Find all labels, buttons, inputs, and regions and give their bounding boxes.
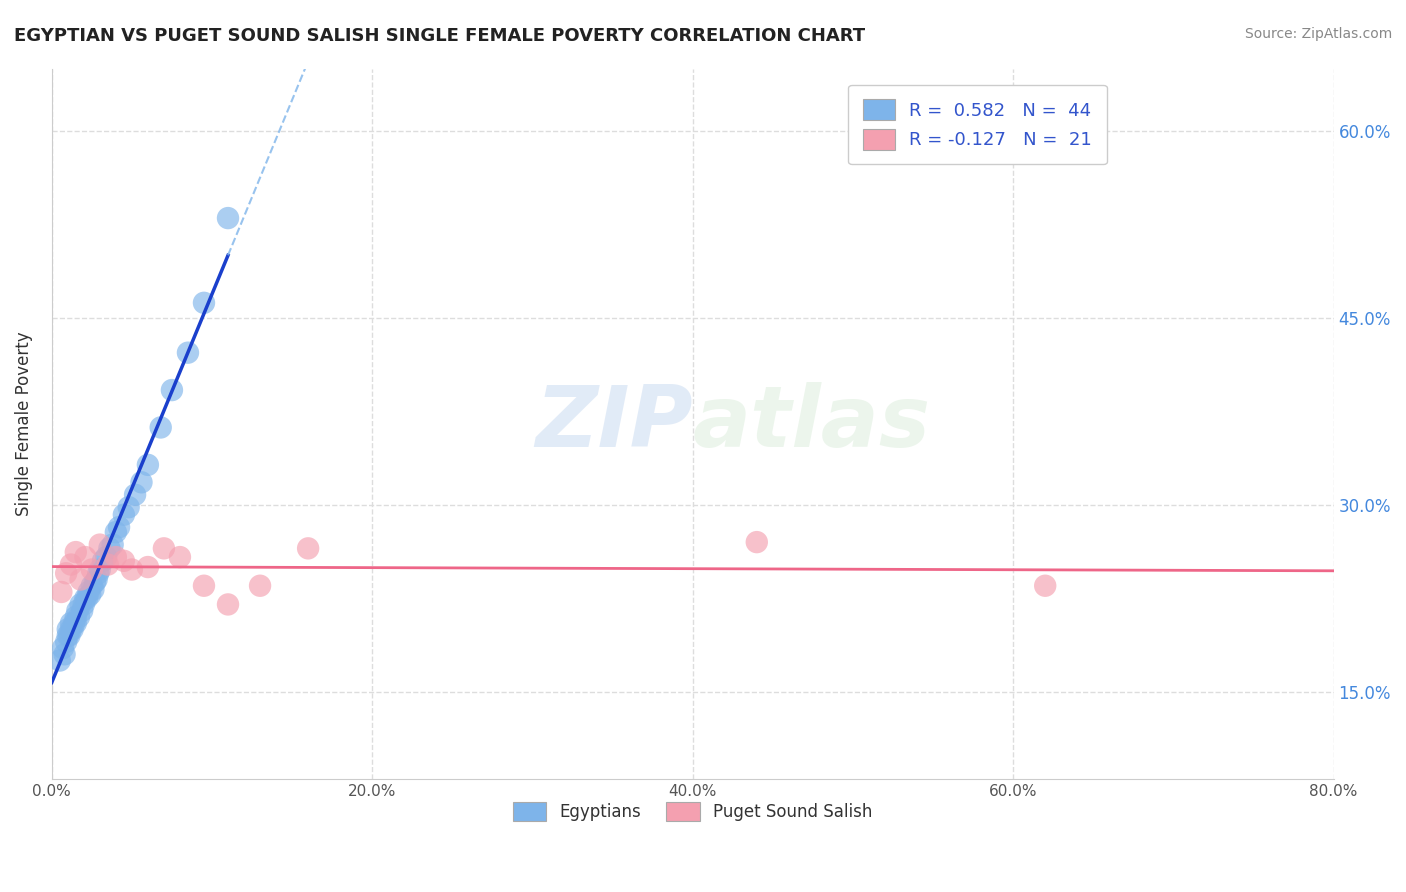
Point [52,641,75,656]
Y-axis label: Single Female Poverty: Single Female Poverty [15,332,32,516]
Point [65,610,87,624]
Point [63,616,86,631]
Point [124,488,146,502]
Point [65,545,87,559]
Text: atlas: atlas [693,382,931,466]
Point [249,579,271,593]
Point [160,383,183,397]
Point [69,573,91,587]
Point [80,562,103,576]
Point [69,598,91,612]
Point [70,604,93,618]
Point [217,598,239,612]
Point [87,566,110,581]
Point [98,541,121,556]
Point [89,562,111,576]
Point [149,420,172,434]
Point [75,550,97,565]
Point [136,560,159,574]
Point [86,573,108,587]
Point [297,541,319,556]
Point [59,558,82,572]
Point [80,579,103,593]
Point [84,574,107,589]
Point [76,591,98,606]
Point [97,558,120,572]
Point [193,295,215,310]
Point [51,585,73,599]
Point [65,616,87,631]
Point [112,508,135,522]
Point [58,629,80,643]
Point [55,566,77,581]
Point [91,554,114,568]
Point [121,562,143,576]
Point [118,500,141,515]
Point [101,538,124,552]
Point [56,623,79,637]
Point [131,475,153,490]
Point [104,550,127,565]
Point [49,653,72,667]
Point [745,535,768,549]
Point [169,550,191,565]
Point [62,623,84,637]
Point [153,541,176,556]
Point [67,610,90,624]
Point [136,458,159,472]
Point [217,211,239,225]
Point [59,623,82,637]
Point [77,585,100,599]
Point [73,598,96,612]
Point [75,591,97,606]
Text: EGYPTIAN VS PUGET SOUND SALISH SINGLE FEMALE POVERTY CORRELATION CHART: EGYPTIAN VS PUGET SOUND SALISH SINGLE FE… [14,27,865,45]
Point [112,554,135,568]
Point [66,604,89,618]
Point [177,345,200,359]
Point [79,587,101,601]
Point [96,550,118,565]
Text: Source: ZipAtlas.com: Source: ZipAtlas.com [1244,27,1392,41]
Legend: Egyptians, Puget Sound Salish: Egyptians, Puget Sound Salish [499,789,886,835]
Point [193,579,215,593]
Point [53,648,76,662]
Point [55,635,77,649]
Point [89,538,111,552]
Point [82,582,104,597]
Point [1033,579,1056,593]
Point [108,520,131,534]
Point [59,616,82,631]
Text: ZIP: ZIP [536,382,693,466]
Point [104,525,127,540]
Point [56,629,79,643]
